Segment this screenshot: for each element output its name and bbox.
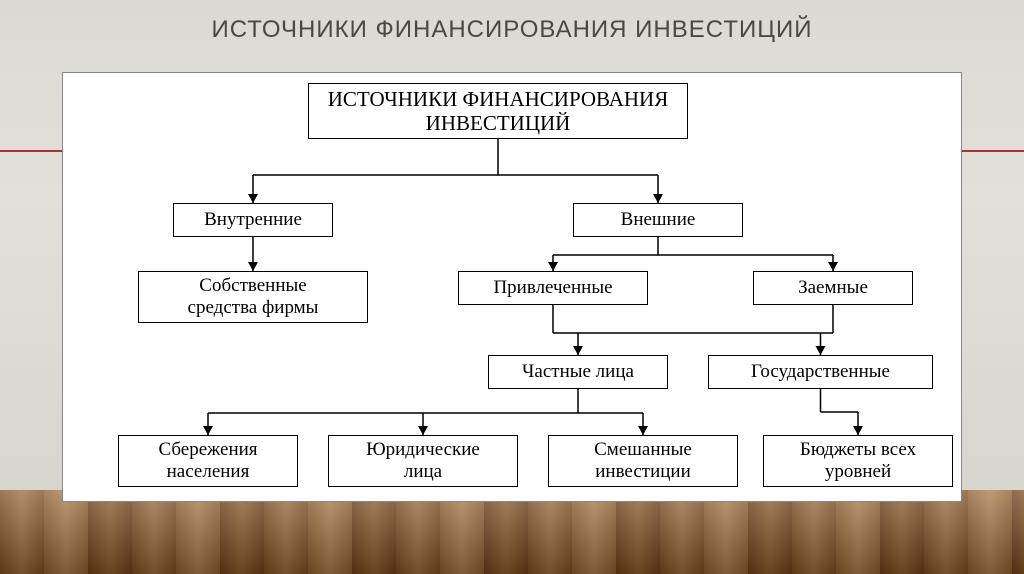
node-private: Частные лица xyxy=(488,355,668,389)
diagram-panel: ИСТОЧНИКИ ФИНАНСИРОВАНИЯ ИНВЕСТИЦИЙ Внутр… xyxy=(62,72,962,502)
floor-background xyxy=(0,490,1024,574)
node-state: Государственные xyxy=(708,355,933,389)
node-mixed: Смешанные инвестиции xyxy=(548,435,738,487)
slide-title: ИСТОЧНИКИ ФИНАНСИРОВАНИЯ ИНВЕСТИЦИЙ xyxy=(0,16,1024,44)
node-budgets: Бюджеты всех уровней xyxy=(763,435,953,487)
node-legal: Юридические лица xyxy=(328,435,518,487)
node-internal: Внутренние xyxy=(173,203,333,237)
node-attracted: Привлеченные xyxy=(458,271,648,305)
node-external: Внешние xyxy=(573,203,743,237)
accent-line-right xyxy=(962,150,1024,152)
node-own: Собственные средства фирмы xyxy=(138,271,368,323)
node-root: ИСТОЧНИКИ ФИНАНСИРОВАНИЯ ИНВЕСТИЦИЙ xyxy=(308,83,688,139)
node-borrowed: Заемные xyxy=(753,271,913,305)
accent-line-left xyxy=(0,150,62,152)
node-savings: Сбережения населения xyxy=(118,435,298,487)
